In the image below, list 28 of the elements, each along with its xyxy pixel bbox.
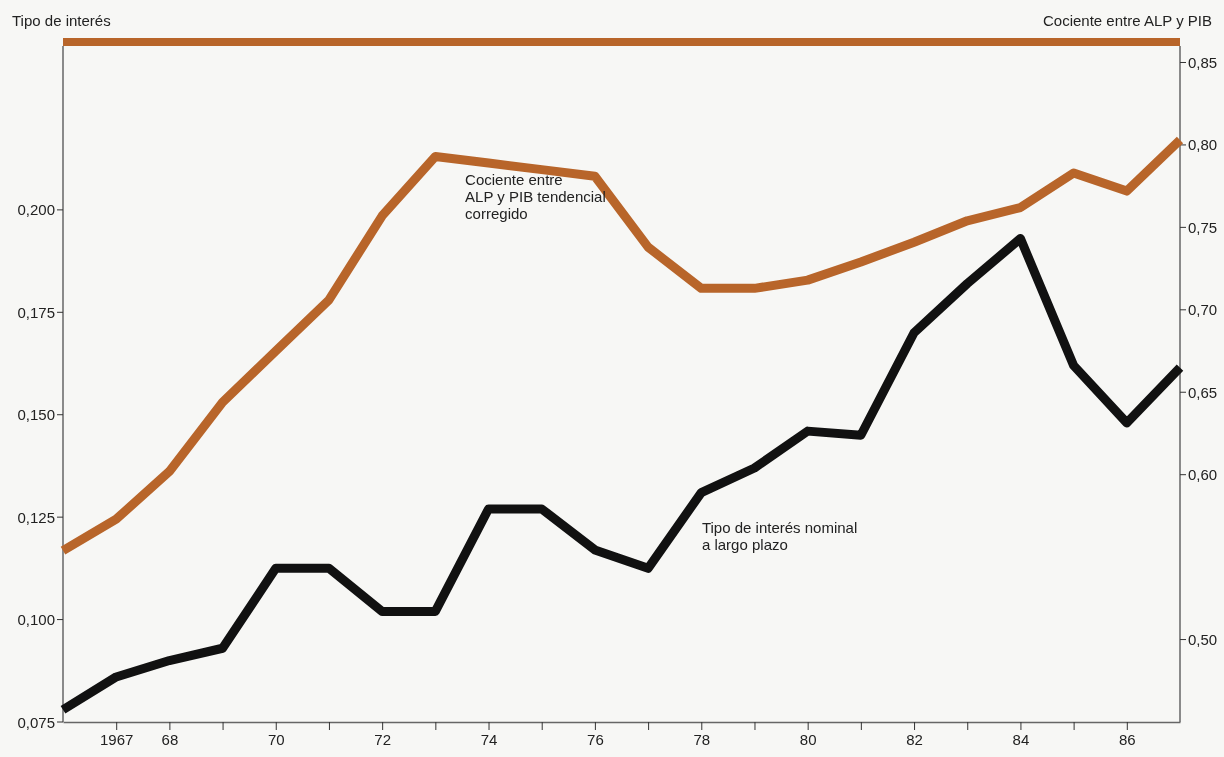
x-tick-label: 86 — [1118, 730, 1136, 748]
x-tick-label: 80 — [799, 730, 817, 748]
x-tick-label: 72 — [374, 730, 391, 748]
x-tick-label: 78 — [693, 730, 711, 748]
x-tick-label: 84 — [1012, 730, 1030, 748]
series-label: Tipo de interés nominal a largo plazo — [701, 518, 858, 553]
y2-tick-label: 0,65 — [1188, 383, 1218, 401]
x-tick-label: 68 — [161, 730, 179, 748]
y2-tick-label: 0,70 — [1188, 301, 1218, 319]
y2-tick-label: 0,60 — [1188, 466, 1218, 484]
y-tick-label: 0,125 — [17, 508, 55, 526]
y-axis-title: Tipo de interés — [12, 12, 111, 29]
y2-tick-label: 0,50 — [1188, 631, 1218, 649]
y2-axis-title: Cociente entre ALP y PIB — [1043, 12, 1212, 29]
y-tick-label: 0,100 — [17, 611, 55, 629]
y-tick-label: 0,075 — [17, 713, 55, 731]
y-tick-label: 0,175 — [17, 303, 55, 321]
x-tick-label: 82 — [906, 730, 923, 748]
y-tick-label: 0,150 — [17, 406, 55, 424]
x-tick-label: 70 — [267, 730, 285, 748]
x-tick-label: 76 — [587, 730, 604, 748]
y2-tick-label: 0,85 — [1188, 53, 1218, 71]
y2-tick-label: 0,75 — [1188, 218, 1218, 236]
series-label: Cociente entre ALP y PIB tendencial corregido — [465, 170, 606, 222]
y2-tick-label: 0,80 — [1188, 136, 1218, 154]
y-tick-label: 0,200 — [17, 201, 55, 219]
x-tick-label: 74 — [480, 730, 498, 748]
x-tick-label: 1967 — [100, 730, 134, 748]
